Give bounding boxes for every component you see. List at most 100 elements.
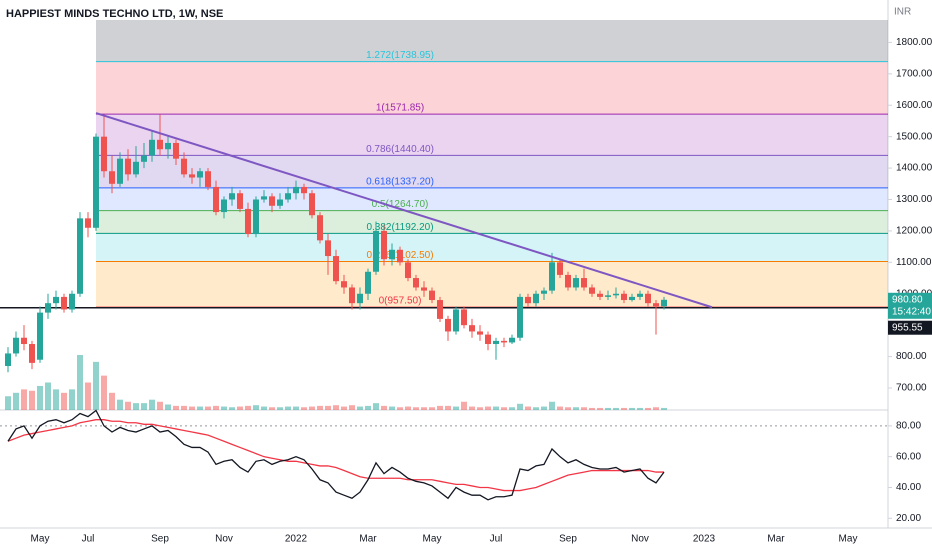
candle-body	[53, 296, 59, 304]
volume-bar	[317, 405, 323, 410]
volume-bar	[165, 404, 171, 410]
volume-bar	[53, 389, 59, 410]
candle-body	[581, 278, 587, 288]
candle-body	[613, 293, 619, 296]
y-tick-label: 1700.00	[896, 68, 932, 79]
volume-bar	[517, 403, 523, 410]
candle-body	[645, 293, 651, 304]
volume-bar	[469, 406, 475, 410]
volume-bar	[325, 405, 331, 410]
x-tick-label: Mar	[767, 534, 785, 545]
candle-body	[221, 199, 227, 213]
volume-bar	[581, 407, 587, 410]
volume-bar	[13, 392, 19, 410]
candle-body	[365, 271, 371, 294]
y-tick-label: 1100.00	[896, 257, 932, 268]
candle-body	[173, 142, 179, 159]
price-label-box	[888, 320, 932, 335]
volume-bar	[589, 407, 595, 410]
candle-body	[245, 208, 251, 235]
candle-body	[493, 340, 499, 345]
volume-bar	[157, 401, 163, 410]
volume-bar	[509, 407, 515, 410]
volume-bar	[309, 406, 315, 410]
price-label: 955.55	[892, 322, 923, 333]
candle-body	[37, 312, 43, 360]
candle-body	[389, 249, 395, 260]
candle-body	[213, 186, 219, 213]
volume-bar	[645, 407, 651, 410]
volume-bar	[573, 407, 579, 410]
candle-body	[293, 186, 299, 194]
volume-bar	[549, 401, 555, 410]
candle-body	[573, 278, 579, 288]
candle-body	[229, 193, 235, 200]
countdown: 15:42:40	[892, 306, 931, 317]
volume-bar	[341, 406, 347, 410]
volume-bar	[285, 406, 291, 410]
volume-bar	[133, 403, 139, 410]
volume-bar	[461, 401, 467, 410]
candle-body	[125, 158, 131, 175]
fib-label: 0.618(1337.20)	[366, 176, 434, 187]
volume-bar	[173, 405, 179, 410]
volume-bar	[141, 403, 147, 410]
y-tick-label: 800.00	[896, 351, 927, 362]
fib-band	[96, 20, 888, 62]
rsi-tick-label: 80.00	[896, 421, 921, 432]
y-tick-label: 700.00	[896, 383, 927, 394]
rsi-line	[7, 409, 665, 501]
candle-body	[437, 300, 443, 319]
fib-label: 1.272(1738.95)	[366, 50, 434, 61]
fib-label: 0.382(1192.20)	[366, 222, 433, 233]
volume-bar	[181, 405, 187, 410]
candle-body	[621, 293, 627, 301]
candle-body	[357, 293, 363, 304]
candle-body	[661, 299, 667, 307]
candle-body	[165, 142, 171, 150]
candle-body	[101, 136, 107, 172]
candle-body	[117, 158, 123, 184]
candle-body	[557, 262, 563, 275]
candle-body	[205, 171, 211, 187]
candle-body	[61, 296, 67, 310]
volume-bar	[357, 406, 363, 410]
volume-bar	[301, 407, 307, 410]
volume-bar	[149, 399, 155, 410]
candle-body	[301, 186, 307, 194]
candle-body	[549, 262, 555, 291]
fib-band	[96, 114, 888, 156]
candle-body	[453, 309, 459, 332]
candle-body	[253, 199, 259, 235]
candle-body	[237, 193, 243, 209]
rsi-tick-label: 60.00	[896, 451, 921, 462]
volume-bar	[85, 382, 91, 410]
volume-bar	[21, 389, 27, 410]
volume-bar	[485, 406, 491, 410]
candle-body	[325, 240, 331, 257]
fib-label: 0(957.50)	[379, 296, 422, 307]
volume-bar	[93, 361, 99, 410]
volume-bar	[205, 406, 211, 410]
volume-bar	[381, 405, 387, 410]
volume-bar	[245, 405, 251, 410]
candle-body	[629, 296, 635, 301]
x-tick-label: May	[31, 534, 50, 545]
volume-bar	[69, 389, 75, 410]
candle-body	[45, 303, 51, 313]
fib-band	[96, 155, 888, 188]
candle-body	[637, 293, 643, 297]
x-tick-label: 2022	[285, 534, 308, 545]
x-tick-label: 2023	[693, 534, 716, 545]
y-tick-label: 1200.00	[896, 226, 932, 237]
volume-bar	[453, 406, 459, 410]
candle-body	[21, 337, 27, 345]
volume-bar	[125, 401, 131, 410]
candle-body	[309, 193, 315, 216]
candle-body	[397, 249, 403, 263]
candle-body	[349, 287, 355, 304]
candle-body	[269, 196, 275, 206]
candle-body	[13, 337, 19, 354]
volume-bar	[373, 403, 379, 410]
candle-body	[317, 215, 323, 241]
